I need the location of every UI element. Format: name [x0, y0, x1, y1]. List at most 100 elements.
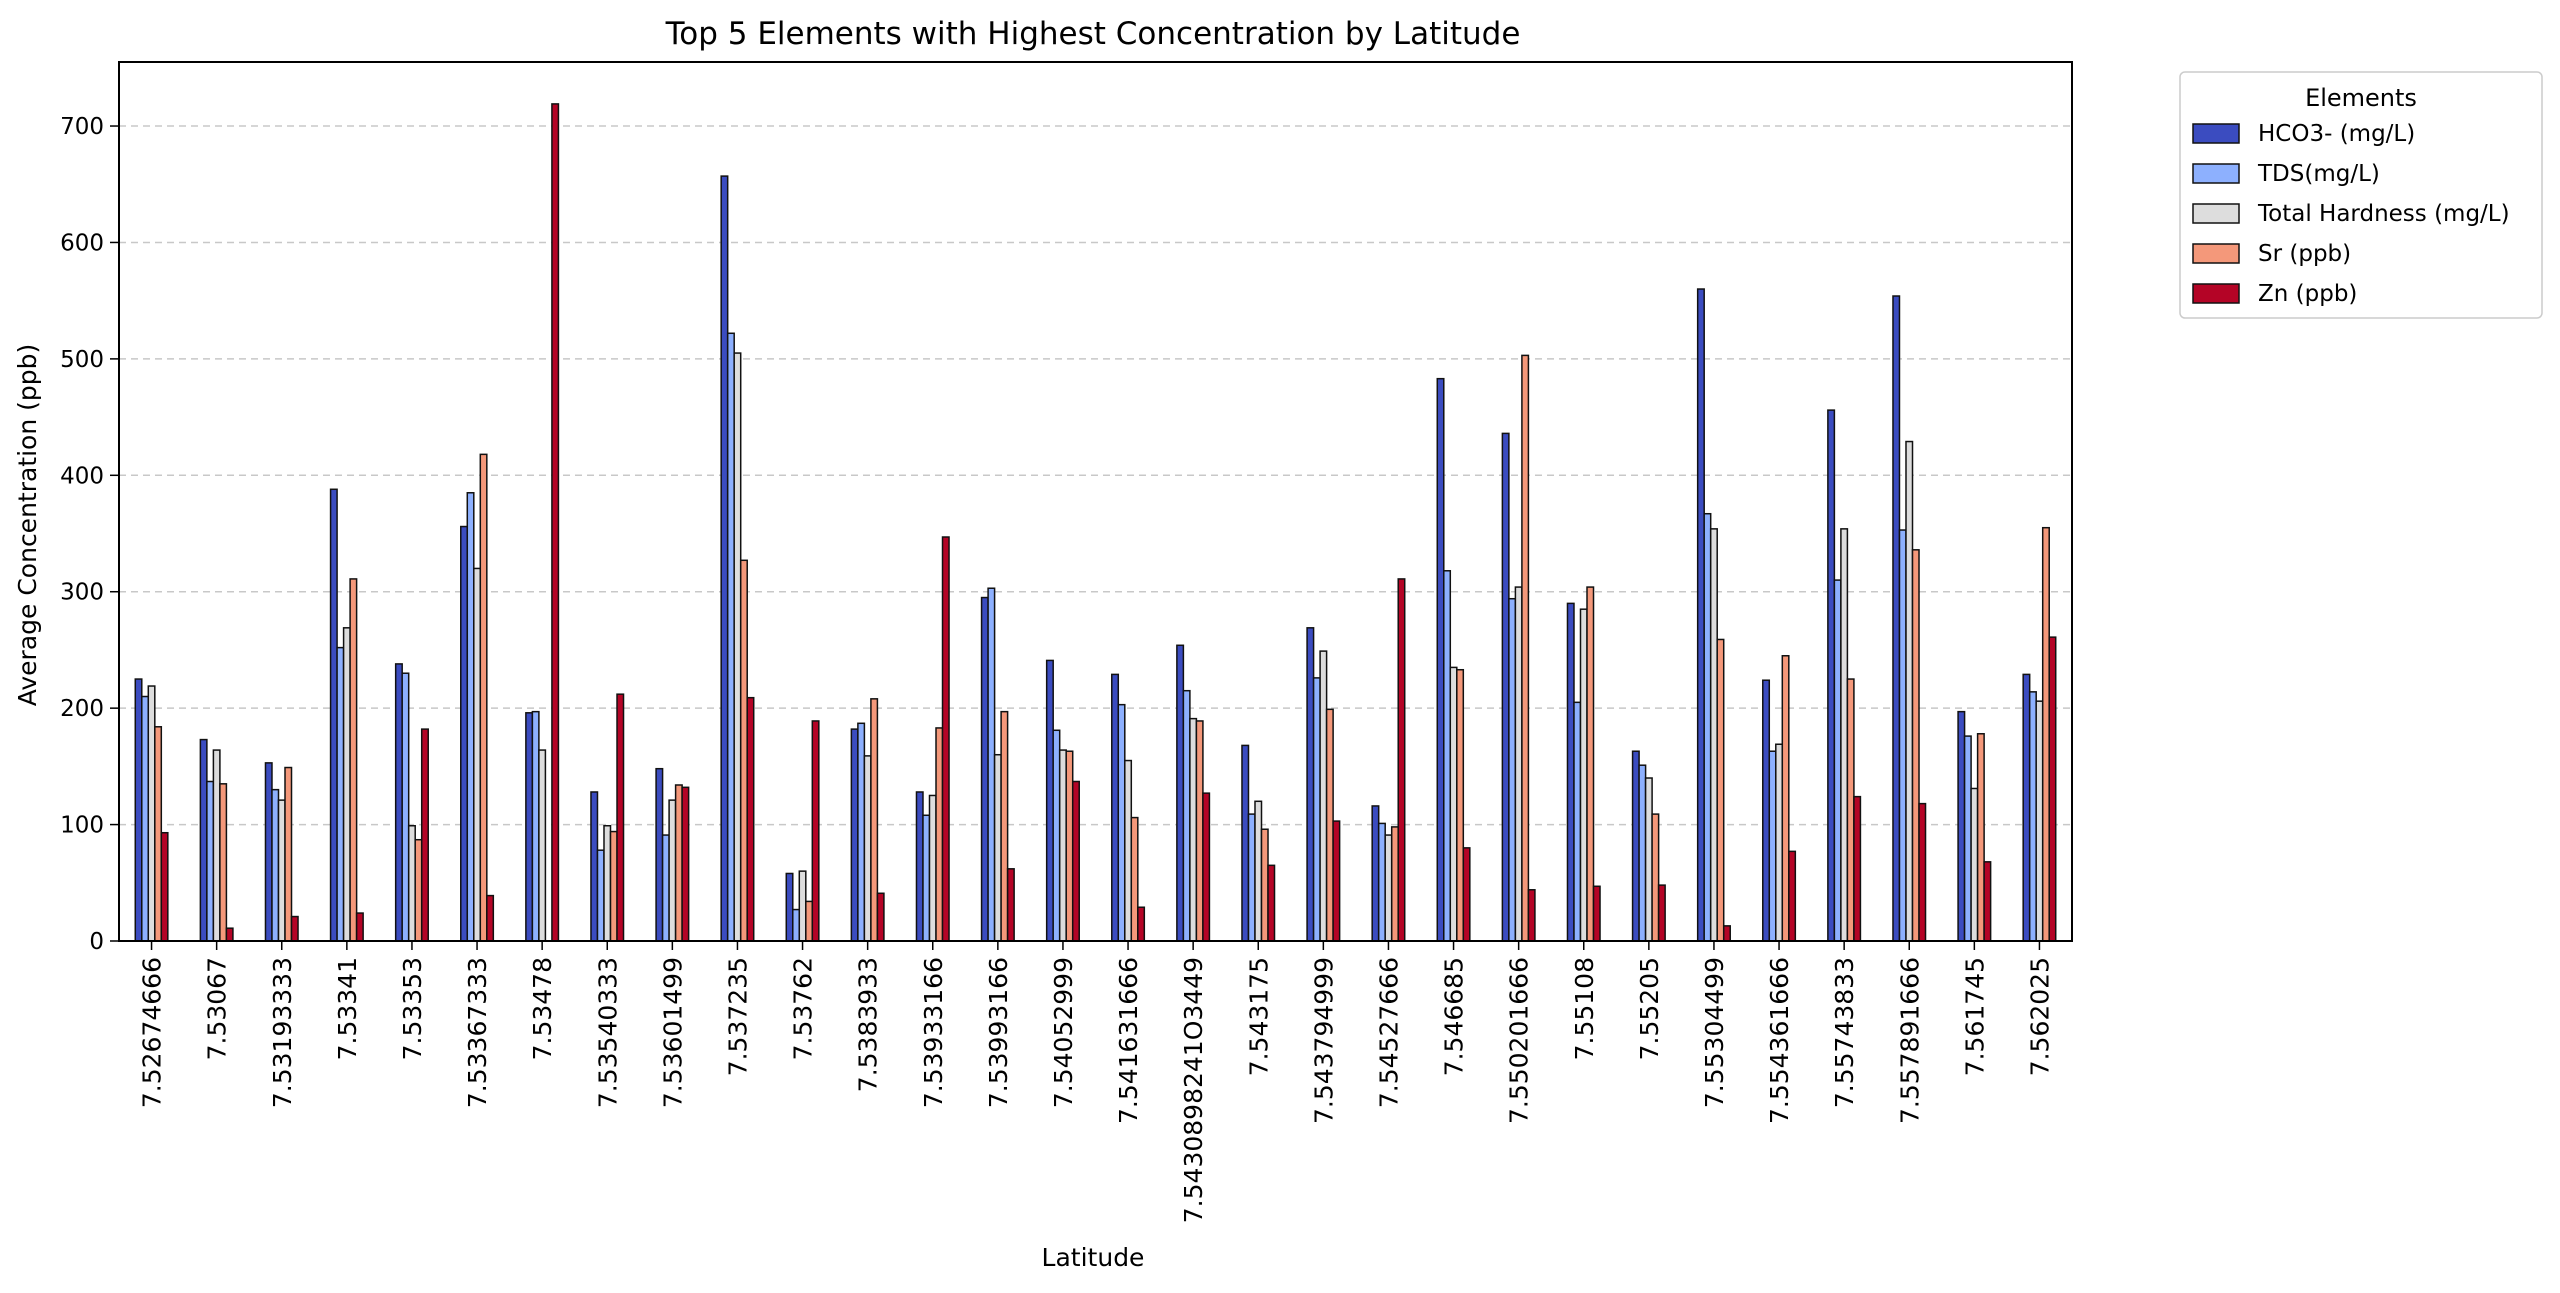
bar	[1521, 354, 1530, 942]
bar	[1703, 512, 1712, 942]
legend-swatch	[2192, 243, 2240, 264]
bar	[1319, 650, 1328, 942]
legend-swatch	[2192, 283, 2240, 304]
x-tick-label: 7.53341	[333, 957, 362, 1060]
bar	[407, 824, 416, 942]
bar	[154, 726, 163, 942]
bar	[479, 453, 488, 942]
legend-label: Total Hardness (mg/L)	[2257, 201, 2510, 227]
bar	[935, 727, 944, 942]
bar	[147, 685, 156, 942]
bar	[1058, 749, 1067, 942]
bar	[1247, 813, 1256, 942]
bar	[1911, 549, 1920, 942]
plot-frame	[118, 61, 2073, 942]
bar	[590, 791, 599, 942]
bar	[1853, 795, 1862, 942]
bar	[1762, 679, 1771, 942]
bar	[1130, 816, 1139, 942]
bar	[1709, 528, 1718, 942]
bar	[1527, 889, 1536, 942]
legend: Elements HCO3- (mg/L) TDS(mg/L) Total Hard…	[2179, 71, 2543, 319]
x-tick-label: 7.54527666	[1374, 957, 1403, 1108]
bar	[1377, 822, 1386, 942]
bar	[206, 780, 215, 942]
bar	[329, 488, 338, 942]
bar	[1312, 677, 1321, 942]
bar	[876, 892, 885, 942]
bar	[1846, 678, 1855, 942]
bar	[922, 814, 931, 942]
bar	[1892, 295, 1901, 942]
bar	[596, 849, 605, 942]
x-tick-label: 7.554361666	[1765, 957, 1794, 1124]
bar	[733, 352, 742, 942]
bar	[460, 525, 469, 942]
bar	[1898, 529, 1907, 942]
bar	[1241, 744, 1250, 942]
bar	[1644, 777, 1653, 942]
bar	[1573, 701, 1582, 942]
bar	[661, 834, 670, 942]
x-tick-label: 7.5383933	[854, 957, 883, 1092]
bar	[1267, 864, 1276, 942]
bar	[674, 784, 683, 942]
x-tick-label: 7.53367333	[463, 957, 492, 1108]
bars	[134, 103, 2057, 942]
bar	[993, 753, 1002, 942]
x-tick-label: 7.55743833	[1830, 957, 1859, 1108]
x-tick-label: 7.5430898241O3449	[1179, 957, 1208, 1223]
bar	[271, 788, 280, 942]
bar	[1716, 638, 1725, 942]
bar	[2022, 673, 2031, 942]
bar	[1976, 733, 1985, 942]
x-tick-label: 7.537235	[723, 957, 752, 1076]
legend-swatch	[2192, 203, 2240, 224]
x-tick-label: 7.53762	[789, 957, 818, 1060]
bar	[538, 749, 547, 942]
bar	[1983, 861, 1992, 942]
bar	[1397, 578, 1406, 942]
bar	[414, 838, 423, 942]
bar	[655, 767, 664, 942]
bar	[225, 927, 234, 942]
bar	[349, 578, 358, 942]
bar	[160, 831, 169, 942]
bar	[2028, 691, 2037, 942]
y-tick-label: 600	[60, 230, 104, 256]
bar	[1775, 743, 1784, 942]
bar	[486, 894, 495, 942]
bar	[1371, 805, 1380, 942]
bar	[1260, 828, 1269, 942]
bar	[1905, 440, 1914, 942]
bar	[1722, 925, 1731, 942]
x-tick-label: 7.55108	[1570, 957, 1599, 1060]
bar	[746, 696, 755, 942]
bar	[1325, 708, 1334, 942]
axes: 0 100 200 300 400 500 600 700 7.52674666 7.53067 7…	[60, 61, 2073, 1223]
bar	[284, 766, 293, 942]
bar	[1189, 717, 1198, 942]
bar	[1788, 850, 1797, 942]
legend-swatch	[2192, 123, 2240, 144]
bar	[1052, 729, 1061, 942]
bar	[420, 728, 429, 942]
bar	[1768, 750, 1777, 942]
bar	[1566, 602, 1575, 942]
bar	[1117, 703, 1126, 942]
legend-label: HCO3- (mg/L)	[2258, 121, 2415, 147]
y-tick-label: 0	[89, 929, 104, 955]
bar	[1306, 627, 1315, 942]
bar	[1462, 847, 1471, 942]
bar	[401, 672, 410, 942]
bar	[980, 596, 989, 942]
bar	[466, 492, 475, 942]
bar	[792, 908, 801, 942]
bar	[1065, 750, 1074, 942]
bar	[1631, 750, 1640, 942]
legend-frame	[2179, 71, 2543, 319]
x-tick-label: 7.53067	[203, 957, 232, 1060]
y-tick-label: 100	[60, 813, 104, 839]
bar	[850, 728, 859, 942]
